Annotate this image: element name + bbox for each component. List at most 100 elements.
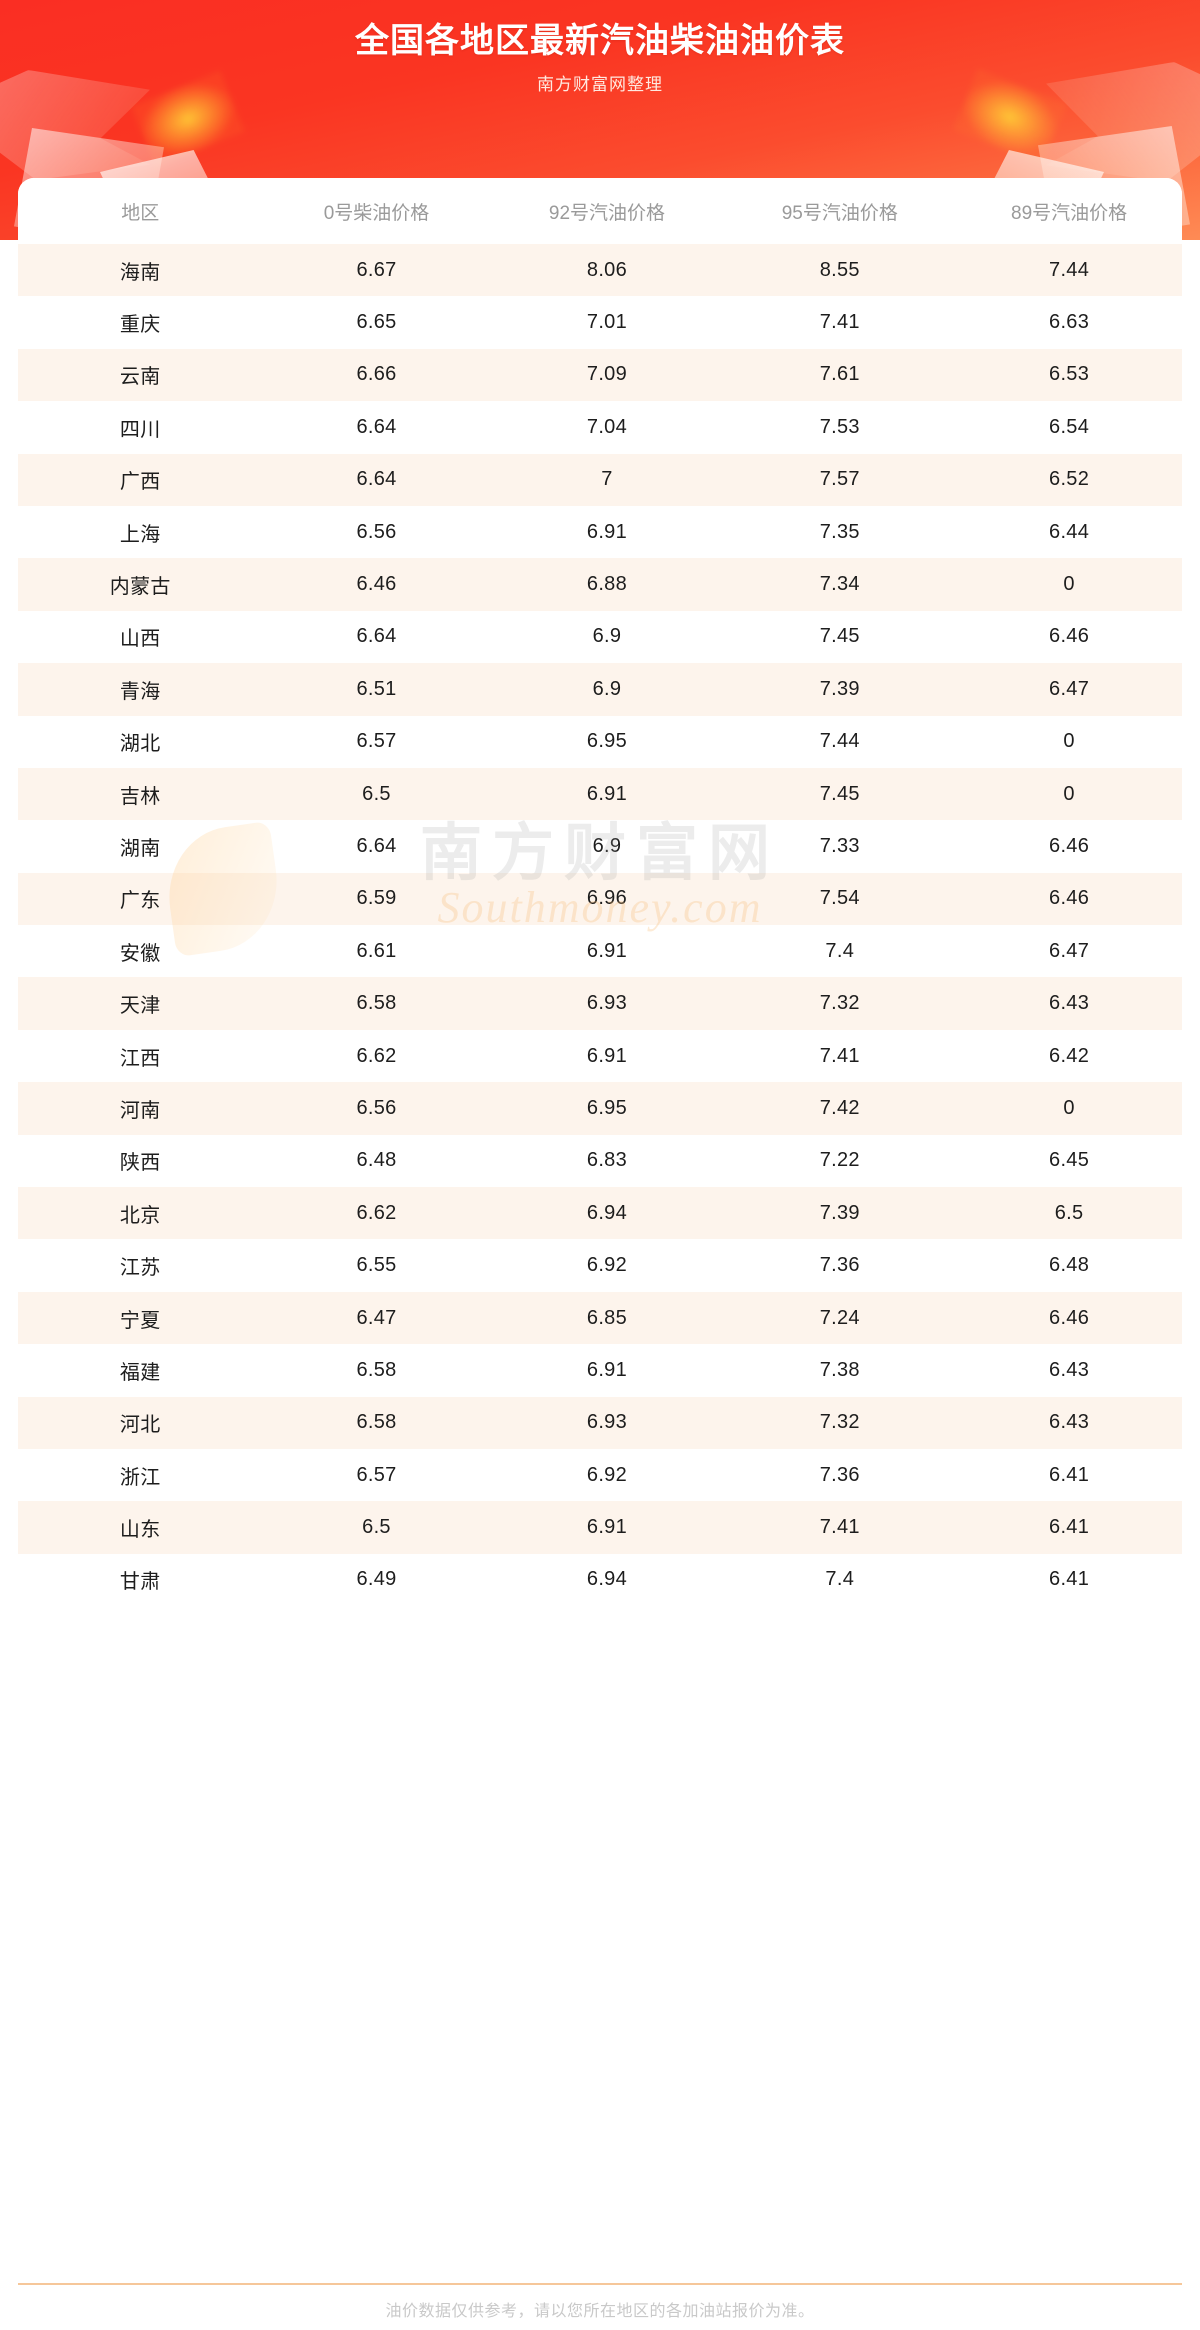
cell-petrol-92: 6.94: [586, 1568, 628, 1591]
cell-petrol-95: 7.41: [819, 1516, 860, 1539]
cell-diesel-0: 6.58: [356, 992, 397, 1015]
cell-petrol-92: 6.94: [586, 1201, 628, 1224]
cell-region: 宁夏: [119, 1309, 161, 1332]
cell-region: 甘肃: [119, 1571, 161, 1594]
cell-diesel-0: 6.58: [356, 1358, 397, 1381]
cell-petrol-95: 7.32: [819, 1411, 860, 1434]
cell-region: 河北: [119, 1414, 161, 1437]
table-body: 海南 6.67 8.06 8.55 7.44 重庆 6.65 7.01 7.41 6.63 云南 6.…: [18, 244, 1182, 1607]
table-header: 地区 0号柴油价格 92号汽油价格 95号汽油价格 89号汽油价格: [18, 178, 1182, 244]
cell-petrol-92: 6.96: [586, 887, 628, 910]
cell-diesel-0: 6.5: [362, 782, 391, 805]
cell-region: 江西: [119, 1047, 161, 1070]
cell-petrol-92: 6.91: [586, 782, 628, 805]
footer-disclaimer: 油价数据仅供参考，请以您所在地区的各加油站报价为准。: [385, 2303, 815, 2320]
cell-region: 广西: [119, 471, 161, 494]
cell-petrol-95: 7.44: [819, 730, 860, 753]
table-row: 重庆 6.65 7.01 7.41 6.63: [18, 296, 1182, 349]
cell-petrol-95: 7.34: [819, 573, 860, 596]
cell-petrol-92: 6.92: [586, 1254, 628, 1277]
cell-petrol-95: 7.41: [819, 311, 860, 334]
table-row: 湖南 6.64 6.9 7.33 6.46: [18, 820, 1182, 873]
cell-diesel-0: 6.58: [356, 1411, 397, 1434]
cell-petrol-92: 7.01: [586, 311, 628, 334]
cell-petrol-95: 7.24: [819, 1306, 860, 1329]
table-row: 云南 6.66 7.09 7.61 6.53: [18, 348, 1182, 402]
page-subtitle: 南方财富网整理: [537, 75, 663, 94]
cell-petrol-95: 7.36: [819, 1463, 860, 1486]
cell-petrol-92: 7: [601, 468, 613, 491]
cell-petrol-95: 7.45: [819, 782, 860, 805]
cell-petrol-92: 6.95: [586, 1096, 628, 1119]
cell-diesel-0: 6.64: [356, 834, 397, 857]
cell-diesel-0: 6.64: [356, 468, 397, 491]
cell-diesel-0: 6.67: [356, 258, 397, 281]
cell-petrol-92: 6.91: [586, 1516, 628, 1539]
cell-diesel-0: 6.65: [356, 311, 397, 334]
cell-petrol-89: 7.44: [1049, 258, 1090, 281]
cell-region: 云南: [119, 366, 161, 389]
cell-petrol-95: 7.53: [819, 415, 860, 438]
cell-region: 重庆: [119, 314, 161, 337]
cell-diesel-0: 6.57: [356, 730, 397, 753]
table-row: 河北 6.58 6.93 7.32 6.43: [18, 1396, 1182, 1449]
table-row: 内蒙古 6.46 6.88 7.34 0: [18, 558, 1182, 611]
banner-text-block: 全国各地区最新汽油柴油油价表 南方财富网整理: [0, 0, 1200, 97]
cell-petrol-95: 7.4: [825, 939, 855, 962]
cell-diesel-0: 6.64: [356, 415, 397, 438]
cell-petrol-92: 6.9: [592, 677, 622, 700]
cell-petrol-95: 7.39: [819, 677, 860, 700]
cell-diesel-0: 6.47: [356, 1306, 397, 1329]
cell-petrol-95: 7.41: [819, 1044, 860, 1067]
table-row: 北京 6.62 6.94 7.39 6.5: [18, 1187, 1182, 1240]
cell-petrol-89: 6.46: [1049, 834, 1090, 857]
table-row: 广西 6.64 7 7.57 6.52: [18, 453, 1182, 506]
cell-region: 湖北: [119, 733, 161, 756]
column-header-diesel-0: 0号柴油价格: [262, 178, 491, 244]
cell-petrol-95: 7.36: [819, 1254, 860, 1277]
cell-region: 四川: [119, 418, 161, 441]
table-row: 上海 6.56 6.91 7.35 6.44: [18, 505, 1182, 559]
cell-petrol-95: 7.39: [819, 1201, 860, 1224]
cell-region: 海南: [119, 261, 161, 284]
cell-region: 天津: [119, 995, 161, 1018]
cell-diesel-0: 6.48: [356, 1149, 397, 1172]
cell-petrol-89: 6.46: [1049, 1306, 1090, 1329]
price-table-card: 地区 0号柴油价格 92号汽油价格 95号汽油价格 89号汽油价格 海南 6.67…: [18, 178, 1182, 1607]
cell-region: 上海: [119, 523, 161, 546]
cell-region: 江苏: [119, 1257, 161, 1280]
cell-region: 山东: [119, 1519, 161, 1542]
cell-petrol-92: 6.88: [586, 573, 628, 596]
cell-petrol-89: 6.53: [1049, 363, 1090, 386]
cell-diesel-0: 6.5: [362, 1516, 391, 1539]
table-row: 四川 6.64 7.04 7.53 6.54: [18, 401, 1182, 454]
cell-diesel-0: 6.51: [356, 677, 397, 700]
table-row: 福建 6.58 6.91 7.38 6.43: [18, 1344, 1182, 1397]
cell-petrol-89: 6.48: [1049, 1254, 1090, 1277]
table-row: 江苏 6.55 6.92 7.36 6.48: [18, 1239, 1182, 1292]
table-row: 广东 6.59 6.96 7.54 6.46: [18, 872, 1182, 926]
column-header-region: 地区: [18, 178, 263, 244]
cell-diesel-0: 6.62: [356, 1201, 397, 1224]
table-row: 宁夏 6.47 6.85 7.24 6.46: [18, 1291, 1182, 1345]
table-row: 甘肃 6.49 6.94 7.4 6.41: [18, 1553, 1182, 1607]
cell-diesel-0: 6.57: [356, 1463, 397, 1486]
cell-region: 陕西: [119, 1152, 161, 1175]
cell-petrol-95: 7.54: [819, 887, 860, 910]
cell-petrol-89: 6.5: [1054, 1201, 1084, 1224]
cell-diesel-0: 6.56: [356, 520, 397, 543]
cell-petrol-92: 8.06: [586, 258, 628, 281]
table-row: 天津 6.58 6.93 7.32 6.43: [18, 977, 1182, 1030]
cell-petrol-89: 0: [1063, 1096, 1075, 1119]
cell-petrol-92: 7.09: [586, 363, 628, 386]
cell-petrol-95: 8.55: [819, 258, 860, 281]
cell-petrol-95: 7.57: [819, 468, 860, 491]
column-header-petrol-95: 95号汽油价格: [723, 178, 957, 244]
cell-petrol-89: 6.41: [1049, 1463, 1090, 1486]
cell-petrol-89: 6.41: [1049, 1568, 1090, 1591]
cell-diesel-0: 6.55: [356, 1254, 397, 1277]
cell-diesel-0: 6.59: [356, 887, 397, 910]
table-row: 安徽 6.61 6.91 7.4 6.47: [18, 925, 1182, 978]
cell-region: 湖南: [119, 837, 161, 860]
